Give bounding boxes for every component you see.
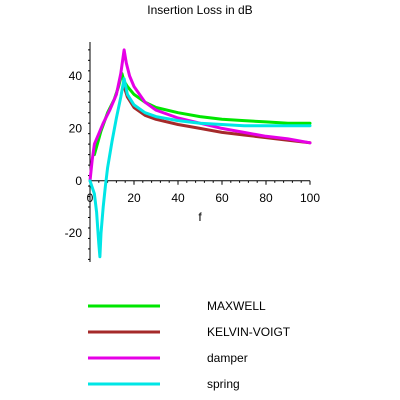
y-tick-label: 40	[69, 69, 83, 83]
legend-label: MAXWELL	[207, 299, 266, 313]
x-tick-label: 40	[171, 191, 185, 205]
legend-label: damper	[207, 351, 248, 365]
legend-label: spring	[207, 377, 240, 391]
x-tick-label: 80	[259, 191, 273, 205]
series-line-damper	[88, 48, 312, 183]
axes: 0 20 40 60 80 100 -20 0 20 40	[65, 42, 320, 262]
legend: MAXWELL KELVIN-VOIGT damper spring	[88, 299, 291, 391]
chart-title: Insertion Loss in dB	[147, 3, 252, 17]
x-tick-label: 0	[87, 191, 94, 205]
x-tick-label: 60	[215, 191, 229, 205]
legend-label: KELVIN-VOIGT	[207, 325, 291, 339]
y-tick-label: -20	[65, 226, 83, 240]
series-line-spring	[88, 77, 312, 259]
y-tick-label: 0	[75, 174, 82, 188]
x-axis-label: f	[198, 210, 202, 224]
x-tick-label: 100	[300, 191, 320, 205]
y-tick-label: 20	[69, 121, 83, 135]
series-layer	[88, 48, 312, 259]
x-tick-label: 20	[127, 191, 141, 205]
